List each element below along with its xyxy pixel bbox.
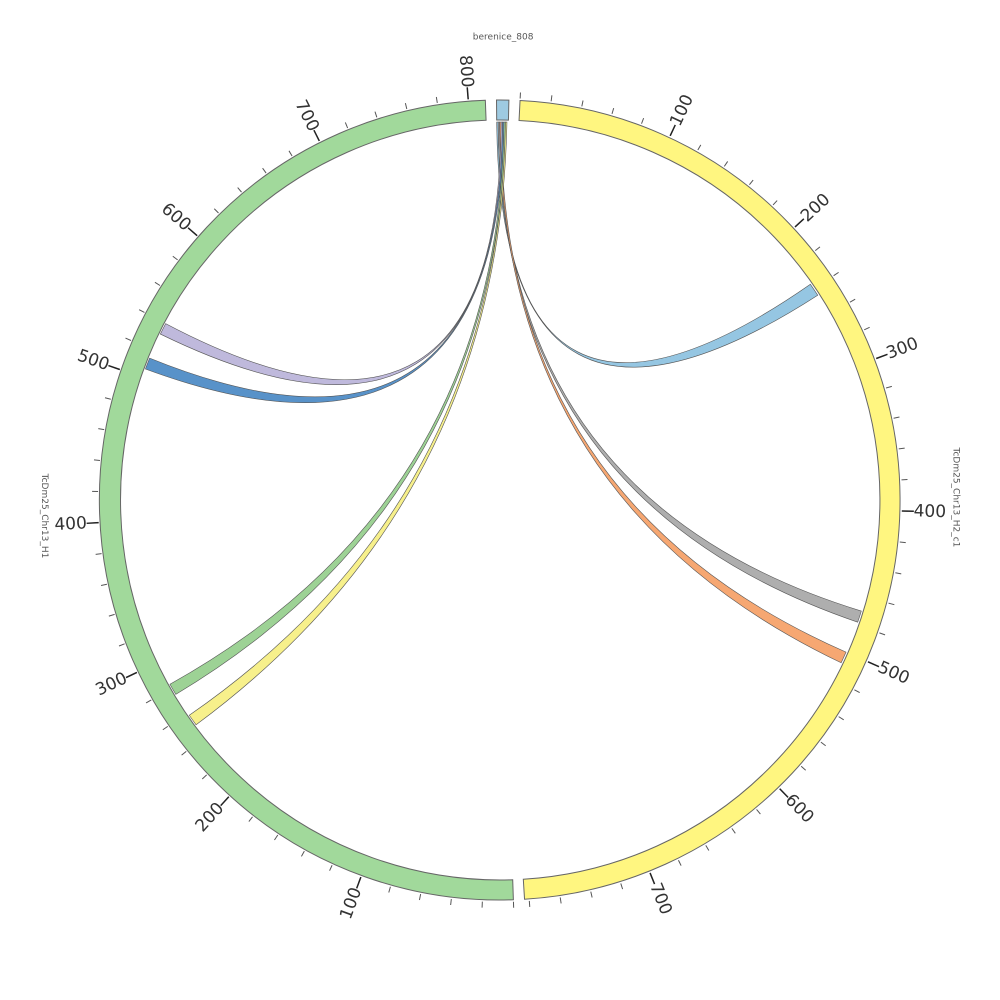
major-tick (86, 521, 99, 525)
minor-tick (559, 897, 562, 904)
link-ribbon (188, 121, 508, 726)
minor-tick (898, 447, 905, 450)
minor-tick (404, 103, 408, 110)
major-tick (466, 87, 469, 100)
major-tick (125, 671, 138, 679)
segment-arc (98, 99, 514, 901)
minor-tick (678, 859, 682, 866)
major-tick (669, 124, 676, 137)
minor-tick (98, 428, 105, 431)
major-tick (794, 218, 805, 228)
major-tick (220, 796, 230, 807)
tick-label: 500 (75, 346, 112, 375)
minor-tick (181, 750, 187, 756)
minor-tick (100, 583, 108, 586)
segment-arc (496, 99, 510, 121)
tick-label: 100 (666, 91, 698, 129)
minor-tick (838, 716, 844, 721)
minor-tick (288, 150, 293, 157)
major-tick (649, 872, 656, 885)
link-ribbon (169, 121, 506, 695)
minor-tick (550, 95, 553, 102)
minor-tick (450, 898, 452, 906)
minor-tick (611, 108, 615, 115)
minor-tick (893, 416, 900, 419)
major-tick (876, 353, 888, 360)
minor-tick (248, 816, 253, 822)
tick-label: 400 (913, 501, 946, 522)
minor-tick (145, 699, 152, 704)
minor-tick (93, 459, 100, 461)
minor-tick (885, 385, 892, 389)
minor-tick (705, 845, 710, 851)
tick-label: 400 (54, 513, 88, 535)
minor-tick (879, 632, 886, 636)
minor-tick (590, 891, 593, 898)
tick-label: 300 (93, 668, 131, 700)
major-tick (867, 661, 880, 668)
tick-label: 100 (336, 885, 366, 922)
minor-tick (95, 553, 102, 555)
link-ribbon (145, 121, 505, 403)
minor-tick (899, 541, 906, 544)
minor-tick (749, 179, 754, 186)
minor-tick (213, 208, 219, 214)
link-ribbon (499, 121, 847, 664)
minor-tick (435, 96, 438, 103)
major-tick (779, 788, 789, 798)
minor-tick (820, 741, 826, 747)
minor-tick (697, 144, 702, 151)
minor-tick (641, 117, 645, 124)
minor-tick (118, 643, 125, 647)
major-tick (187, 227, 198, 237)
minor-tick (108, 613, 115, 617)
tick-label: 600 (157, 199, 195, 235)
minor-tick (274, 834, 279, 841)
minor-tick (731, 828, 736, 834)
minor-tick (800, 765, 807, 771)
minor-tick (388, 886, 391, 893)
tick-label: 700 (290, 97, 322, 135)
minor-tick (863, 326, 870, 331)
minor-tick (374, 111, 378, 118)
minor-tick (581, 100, 584, 107)
minor-tick (125, 337, 132, 341)
minor-tick (344, 122, 349, 129)
minor-tick (154, 281, 161, 286)
segment-arc (518, 99, 901, 900)
minor-tick (620, 883, 624, 890)
minor-tick (418, 893, 422, 901)
minor-tick (849, 298, 856, 303)
tick-label: 500 (875, 657, 913, 688)
link-ribbon (496, 121, 819, 368)
minor-tick (772, 200, 778, 206)
tick-label: 700 (645, 880, 676, 918)
minor-tick (172, 255, 178, 261)
link-ribbon (497, 121, 862, 623)
major-tick (313, 129, 320, 142)
minor-tick (854, 689, 860, 694)
segment-label: berenice_808 (473, 33, 534, 43)
minor-tick (237, 187, 242, 193)
minor-tick (104, 397, 111, 400)
major-tick (108, 364, 121, 371)
minor-tick (300, 850, 305, 857)
minor-tick (895, 572, 902, 575)
minor-tick (201, 774, 207, 780)
minor-tick (888, 602, 895, 606)
minor-tick (814, 246, 821, 251)
minor-tick (756, 809, 761, 815)
minor-tick (329, 865, 333, 871)
tick-label: 300 (884, 334, 921, 364)
minor-tick (162, 725, 169, 731)
tick-label: 800 (455, 54, 478, 88)
minor-tick (833, 271, 839, 277)
segment-label: TcDm25_Chr13_H2_c1 (950, 447, 960, 548)
minor-tick (723, 161, 729, 167)
segment-label: TcDm25_Chr13_H1 (39, 473, 49, 559)
minor-tick (262, 167, 267, 174)
major-tick (355, 876, 362, 889)
minor-tick (138, 309, 145, 313)
